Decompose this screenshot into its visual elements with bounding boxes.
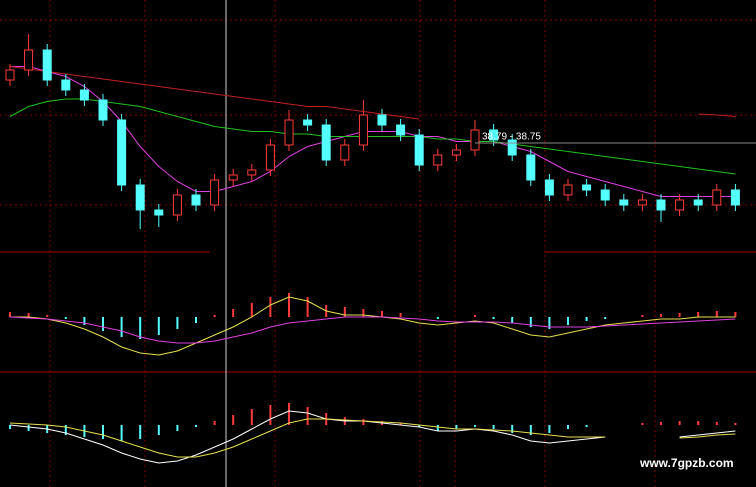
candle-body <box>154 209 164 216</box>
candle-body <box>79 89 89 101</box>
candle-body <box>414 134 424 166</box>
candle-body <box>5 69 15 81</box>
candle-body <box>489 129 499 141</box>
candle-body <box>675 199 685 211</box>
candle-body <box>433 154 443 166</box>
candle-body <box>303 119 313 126</box>
candle-body <box>396 124 406 136</box>
candle-body <box>191 194 201 206</box>
indicator-line <box>9 66 736 120</box>
candle-body <box>61 79 71 91</box>
candle-body <box>693 199 703 206</box>
candle-body <box>321 124 331 161</box>
candle-body <box>284 119 294 146</box>
candle-body <box>526 154 536 181</box>
indicator-line <box>9 418 736 458</box>
candle-body <box>600 189 610 201</box>
candle-body <box>172 194 182 216</box>
candle-body <box>563 184 573 196</box>
candle-body <box>210 179 220 206</box>
candle-body <box>135 184 145 211</box>
candle-body <box>24 49 34 71</box>
candle-body <box>470 129 480 151</box>
watermark: www.7gpzb.com <box>639 456 734 470</box>
candle-body <box>98 99 108 121</box>
candle-body <box>544 179 554 196</box>
candle-body <box>117 119 127 186</box>
candle-body <box>712 189 722 206</box>
candle-body <box>265 144 275 171</box>
candle-body <box>619 199 629 206</box>
candle-body <box>228 174 238 181</box>
candle-body <box>656 199 666 211</box>
candle-body <box>42 49 52 81</box>
indicator-line <box>10 66 736 197</box>
indicator-line <box>10 296 736 356</box>
candle-body <box>582 184 592 191</box>
candle-body <box>358 114 368 146</box>
candle-body <box>340 144 350 161</box>
candle-body <box>451 149 461 156</box>
candle-body <box>730 189 740 206</box>
indicator-line <box>9 98 736 175</box>
candle-body <box>507 139 517 156</box>
candle-body <box>247 169 257 176</box>
candle-body <box>637 199 647 206</box>
price-annotation: 38.79 - 38.75 <box>482 132 541 143</box>
indicator-line <box>9 410 736 464</box>
candle-body <box>377 114 387 126</box>
indicator-line <box>9 316 736 344</box>
